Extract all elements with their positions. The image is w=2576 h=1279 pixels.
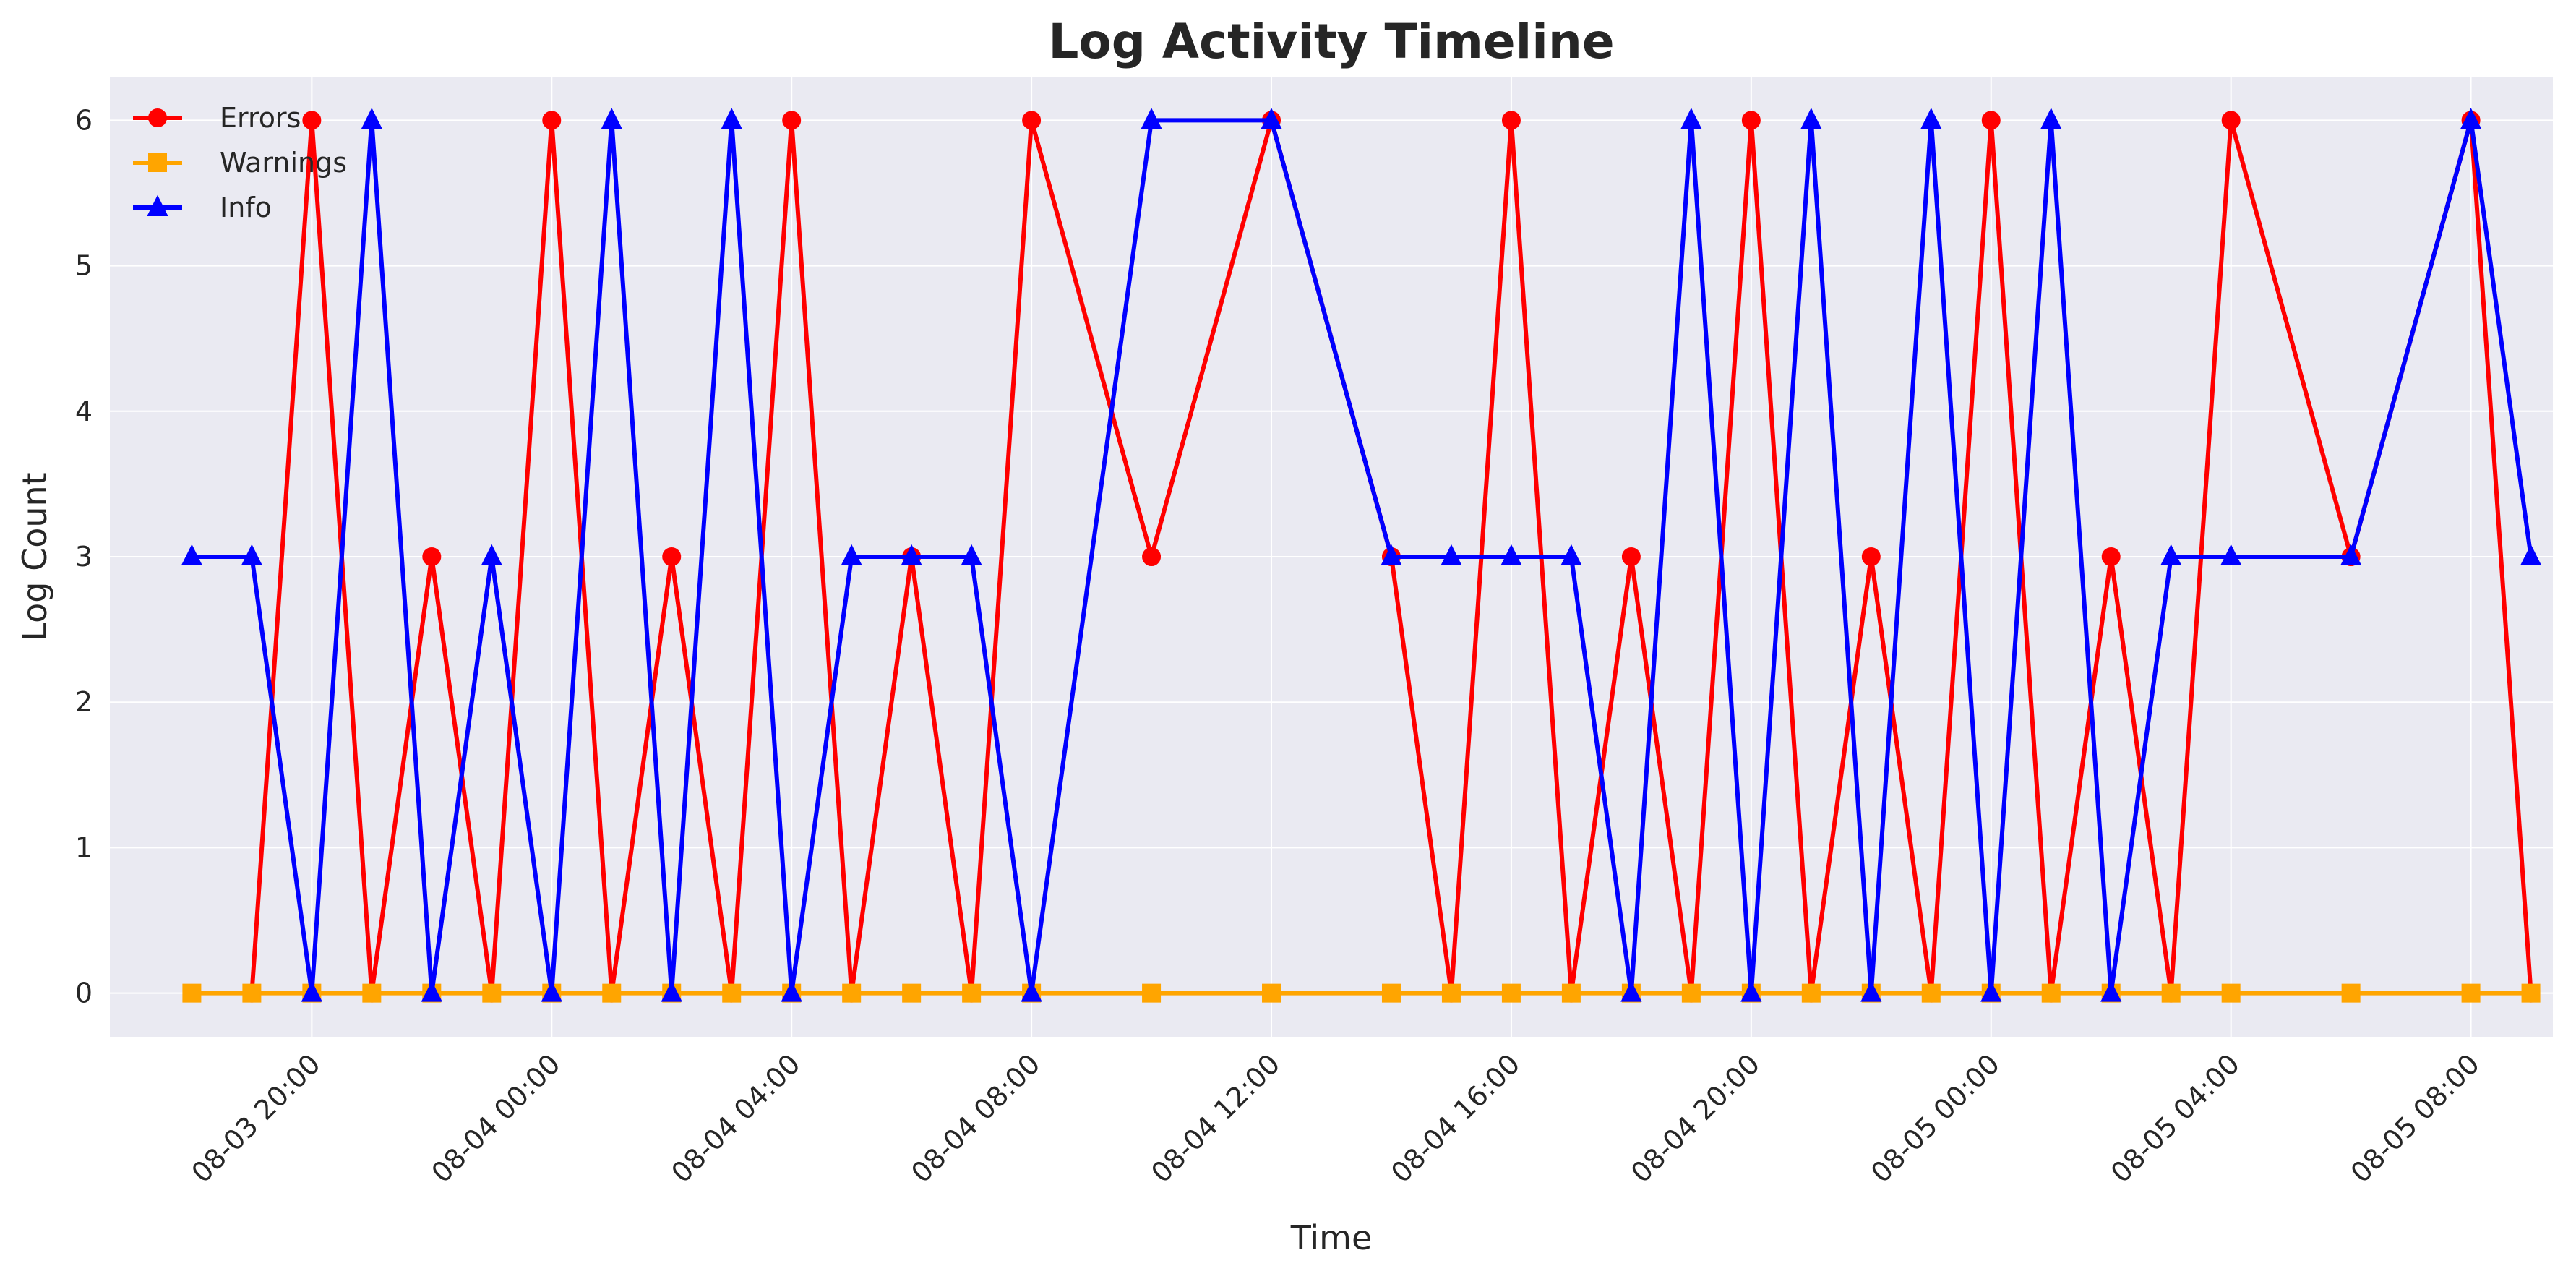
data-point-warnings [1561,983,1581,1003]
data-point-info [481,544,502,565]
data-point-info [181,544,203,565]
data-point-warnings [2461,983,2481,1003]
data-point-warnings [2521,983,2541,1003]
data-point-warnings [182,983,202,1003]
data-point-info [1920,108,1942,129]
data-point-warnings [482,983,502,1003]
data-point-errors [302,111,322,130]
y-tick-label: 4 [75,395,93,427]
data-point-info [1740,980,1762,1002]
data-point-warnings [1801,983,1821,1003]
data-point-errors [1501,111,1521,130]
data-point-errors [2101,547,2121,566]
data-point-warnings [1262,983,1281,1003]
data-point-warnings [722,983,742,1003]
data-point-warnings [1501,983,1521,1003]
data-point-errors [542,111,562,130]
data-point-info [1441,544,1462,565]
series-info [181,108,2542,1002]
data-point-errors [1981,111,2001,130]
data-point-info [601,108,622,129]
y-axis: 0 1 2 3 4 5 6 [75,104,93,1009]
data-point-info [721,108,742,129]
y-tick-label: 5 [75,250,93,282]
data-point-warnings [2161,983,2181,1003]
data-point-errors [1142,547,1162,566]
y-tick-label: 2 [75,686,93,718]
data-point-info [961,544,982,565]
data-point-info [1381,544,1402,565]
legend-marker [147,194,168,216]
data-point-info [661,980,682,1002]
data-point-errors [2221,111,2241,130]
data-point-info [2520,544,2542,565]
data-point-info [1500,544,1522,565]
data-point-errors [422,547,442,566]
data-point-warnings [362,983,382,1003]
data-point-info [1980,980,2002,1002]
data-point-info [1021,980,1042,1002]
data-point-info [541,980,562,1002]
data-point-warnings [1681,983,1701,1003]
y-tick-label: 1 [75,831,93,863]
y-tick-label: 0 [75,978,93,1009]
y-axis-label: Log Count [15,472,54,641]
data-point-info [1620,980,1642,1002]
data-point-info [1560,544,1582,565]
legend-label: Errors [220,102,301,134]
data-point-warnings [2221,983,2241,1003]
chart-title: Log Activity Timeline [1048,14,1614,69]
series-layer [181,108,2542,1003]
data-point-warnings [1921,983,1941,1003]
data-point-errors [1022,111,1042,130]
data-point-info [1800,108,1822,129]
data-point-errors [662,547,682,566]
data-point-info [1860,980,1882,1002]
data-point-info [2220,544,2242,565]
legend-marker [148,108,167,127]
data-point-warnings [242,983,262,1003]
data-point-info [2160,544,2182,565]
grid [110,77,2553,1037]
data-point-info [1680,108,1702,129]
data-point-info [301,980,322,1002]
data-point-info [241,544,263,565]
data-point-warnings [962,983,982,1003]
data-point-warnings [1142,983,1162,1003]
data-point-info [1141,108,1162,129]
data-point-info [1261,108,1282,129]
data-point-info [2460,108,2482,129]
data-point-info [2340,544,2362,565]
data-point-errors [782,111,802,130]
legend-item-errors: Errors [133,102,301,134]
legend: Errors Warnings Info [133,102,347,223]
data-point-errors [1741,111,1761,130]
data-point-info [841,544,862,565]
x-axis-label: Time [1290,1218,1373,1257]
legend-marker [148,153,167,172]
y-tick-label: 3 [75,541,93,573]
data-point-warnings [902,983,922,1003]
data-point-warnings [1441,983,1461,1003]
data-point-info [421,980,442,1002]
data-point-warnings [2041,983,2061,1003]
y-tick-label: 6 [75,104,93,136]
data-point-warnings [2341,983,2361,1003]
data-point-warnings [1381,983,1401,1003]
legend-label: Warnings [220,147,347,179]
legend-label: Info [220,192,272,223]
legend-item-warnings: Warnings [133,147,347,179]
data-point-warnings [602,983,622,1003]
data-point-info [781,980,802,1002]
data-point-errors [1621,547,1641,566]
data-point-info [361,108,382,129]
legend-item-info: Info [133,192,272,223]
data-point-warnings [842,983,862,1003]
data-point-info [2100,980,2122,1002]
data-point-errors [1861,547,1881,566]
data-point-info [901,544,922,565]
data-point-info [2040,108,2062,129]
